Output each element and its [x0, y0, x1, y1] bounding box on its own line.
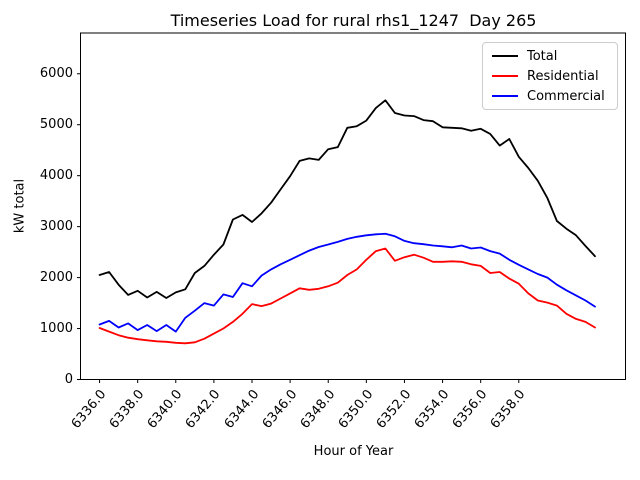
- y-tick-label: 6000: [39, 66, 73, 82]
- y-axis-label: kW total: [12, 178, 28, 234]
- legend-label-total: Total: [527, 48, 558, 64]
- y-tick-label: 3000: [39, 219, 73, 235]
- axes-spines: [80, 32, 626, 380]
- y-tick-label: 4000: [39, 168, 73, 184]
- legend-entry-total: Total: [492, 46, 617, 66]
- legend: Total Residential Commercial: [482, 42, 618, 110]
- y-tick-label: 5000: [39, 117, 73, 133]
- chart-title: Timeseries Load for rural rhs1_1247 Day …: [170, 11, 537, 30]
- legend-label-residential: Residential: [527, 68, 599, 84]
- series-line-residential: [98, 247, 596, 345]
- y-tick-label: 0: [64, 372, 73, 387]
- legend-entry-residential: Residential: [492, 66, 617, 86]
- x-axis-label: Hour of Year: [313, 444, 394, 459]
- y-tick-label: 1000: [39, 321, 73, 337]
- commercial-line-swatch: [492, 95, 518, 97]
- total-line-swatch: [492, 55, 518, 57]
- y-tick-label: 2000: [39, 270, 73, 286]
- series-line-commercial: [98, 232, 596, 333]
- legend-entry-commercial: Commercial: [492, 86, 617, 106]
- legend-label-commercial: Commercial: [527, 88, 605, 104]
- series-line-total: [98, 99, 596, 299]
- residential-line-swatch: [492, 75, 518, 77]
